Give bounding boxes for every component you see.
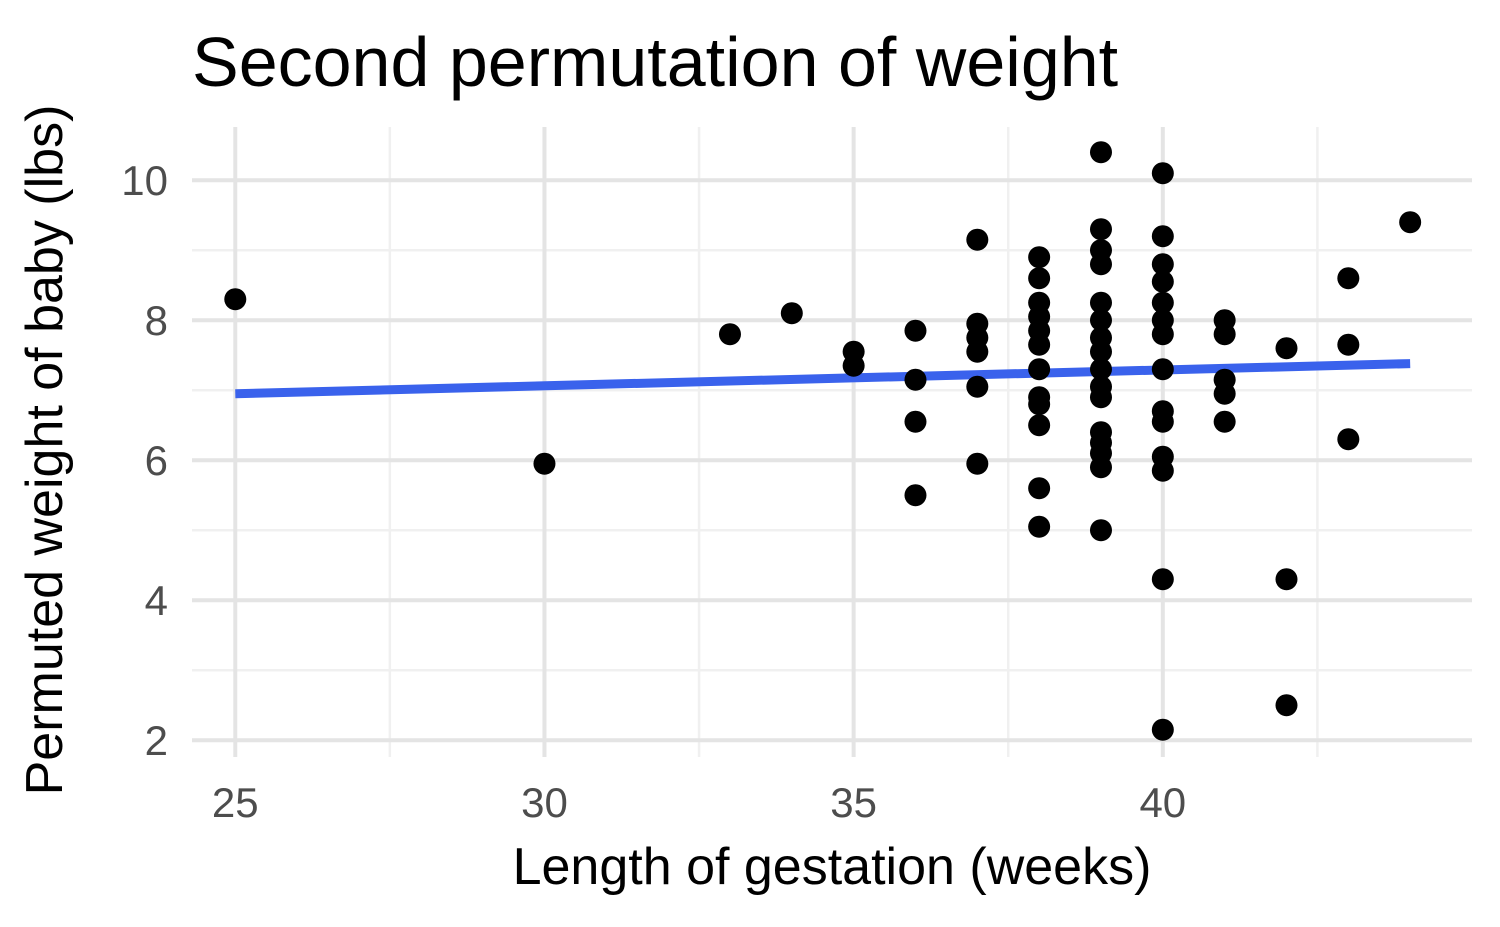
data-point	[1213, 410, 1236, 433]
data-point	[904, 319, 927, 342]
data-point	[1028, 477, 1051, 500]
data-point	[1151, 323, 1174, 346]
data-point	[1275, 694, 1298, 717]
data-point	[1213, 382, 1236, 405]
data-point	[1028, 267, 1051, 290]
data-point	[842, 354, 865, 377]
data-point	[1089, 141, 1112, 164]
data-point	[1275, 337, 1298, 360]
y-tick-label: 8	[145, 297, 168, 344]
data-point	[966, 375, 989, 398]
x-tick-label: 40	[1139, 779, 1186, 826]
y-tick-label: 10	[121, 157, 168, 204]
data-point	[1089, 340, 1112, 363]
data-point	[1028, 393, 1051, 416]
data-point	[1151, 358, 1174, 381]
data-point	[1151, 568, 1174, 591]
data-point	[1213, 323, 1236, 346]
data-point	[966, 228, 989, 251]
data-point	[1151, 718, 1174, 741]
data-point	[224, 288, 247, 311]
data-point	[1275, 568, 1298, 591]
data-point	[1151, 253, 1174, 276]
data-point	[1151, 291, 1174, 314]
data-point	[1337, 333, 1360, 356]
data-point	[1089, 456, 1112, 479]
data-point	[1151, 270, 1174, 293]
y-tick-label: 6	[145, 437, 168, 484]
data-point	[718, 323, 741, 346]
data-point	[1028, 333, 1051, 356]
y-tick-label: 2	[145, 717, 168, 764]
x-tick-label: 25	[212, 779, 259, 826]
data-points-layer	[224, 141, 1422, 741]
data-point	[1151, 459, 1174, 482]
trend-line-layer	[235, 359, 1411, 399]
data-point	[1151, 410, 1174, 433]
data-point	[1028, 515, 1051, 538]
x-axis-title: Length of gestation (weeks)	[513, 838, 1152, 896]
data-point	[966, 452, 989, 475]
data-point	[1151, 225, 1174, 248]
data-point	[966, 340, 989, 363]
data-point	[1089, 358, 1112, 381]
data-point	[533, 452, 556, 475]
data-point	[1028, 246, 1051, 269]
trend-line	[235, 359, 1411, 399]
data-point	[1089, 386, 1112, 409]
data-point	[904, 410, 927, 433]
data-point	[904, 484, 927, 507]
data-point	[1089, 519, 1112, 542]
tick-labels-layer: 25 30 35 40 2 4 6 8 10	[121, 157, 1186, 826]
x-tick-label: 35	[830, 779, 877, 826]
data-point	[1337, 267, 1360, 290]
data-point	[1089, 253, 1112, 276]
data-point	[1151, 162, 1174, 185]
data-point	[1028, 414, 1051, 437]
minor-gridlines	[192, 127, 1472, 757]
data-point	[780, 302, 803, 325]
data-point	[904, 368, 927, 391]
y-tick-label: 4	[145, 577, 168, 624]
x-tick-label: 30	[521, 779, 568, 826]
data-point	[1089, 218, 1112, 241]
data-point	[1028, 358, 1051, 381]
chart-title: Second permutation of weight	[192, 23, 1118, 101]
data-point	[1337, 428, 1360, 451]
data-point	[1089, 309, 1112, 332]
major-gridlines	[192, 127, 1472, 757]
data-point	[1089, 291, 1112, 314]
data-point	[1399, 211, 1422, 234]
y-axis-title: Permuted weight of baby (lbs)	[16, 105, 74, 796]
